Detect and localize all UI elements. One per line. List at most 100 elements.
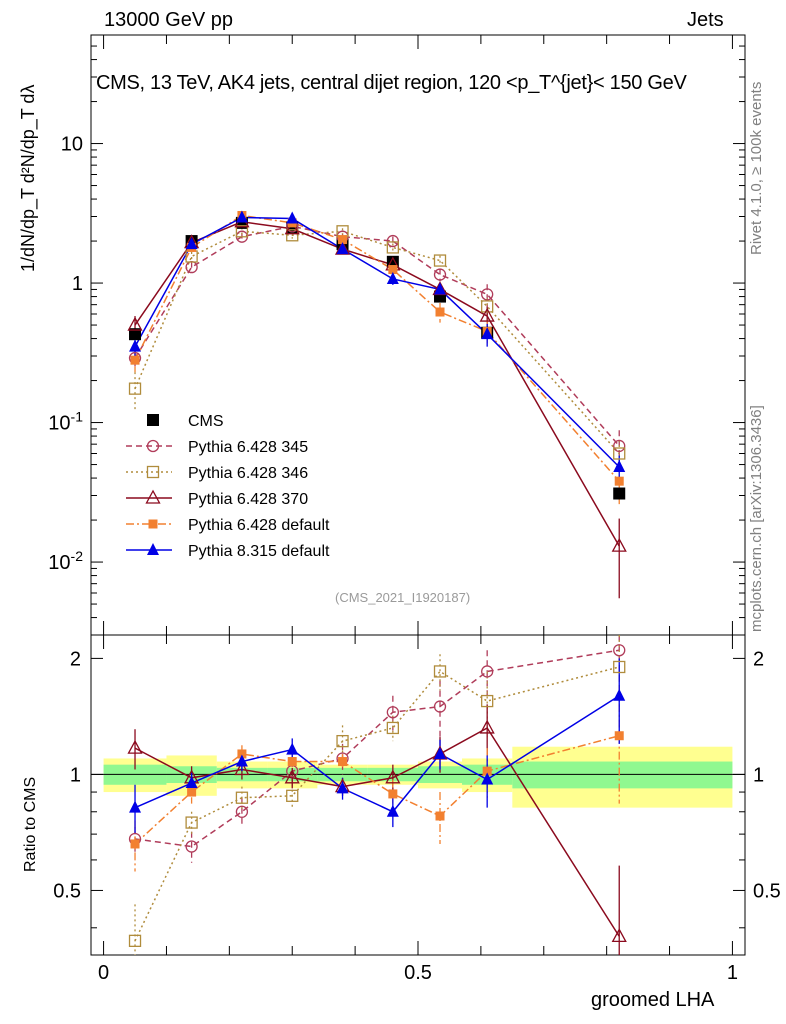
data-point-p345 xyxy=(613,439,626,453)
ratio-point-p345 xyxy=(481,665,494,678)
data-point-cms xyxy=(129,328,142,341)
ratio-point-p8def xyxy=(434,746,447,759)
ratio-point-p8def xyxy=(336,781,349,794)
data-point-p8def xyxy=(235,210,248,223)
ratio-point-p8def xyxy=(235,754,248,767)
ratio-point-p8def xyxy=(613,688,626,701)
ratio-point-p6def xyxy=(130,839,140,849)
plot-title: CMS, 13 TeV, AK4 jets, central dijet reg… xyxy=(96,72,687,94)
ratio-point-p6def xyxy=(287,757,297,767)
ratio-point-p346 xyxy=(481,694,494,708)
data-point-p346 xyxy=(128,382,142,395)
legend-label-p370: Pythia 6.428 370 xyxy=(188,491,308,508)
ratio-point-p8def xyxy=(286,742,299,755)
data-point-p345 xyxy=(386,234,399,248)
ratio-point-p346 xyxy=(386,721,399,735)
ratio-point-p370 xyxy=(611,928,627,943)
x-tick-label: 0.5 xyxy=(404,962,432,984)
mcplots-label: mcplots.cern.ch [arXiv:1306.3436] xyxy=(748,405,765,632)
legend-marker-p8def xyxy=(147,543,159,555)
data-point-p8def xyxy=(613,460,626,473)
legend-label-p346: Pythia 6.428 346 xyxy=(188,465,308,482)
category-label: Jets xyxy=(687,9,724,31)
data-point-p6def xyxy=(388,265,398,275)
legend-label-p8def: Pythia 8.315 default xyxy=(188,543,330,560)
main-y-axis-label: 1/dN/dp_T d²N/dp_T dλ xyxy=(18,84,38,272)
ratio-y-tick-label: 2 xyxy=(70,648,81,670)
data-point-p345 xyxy=(481,288,494,301)
data-point-p345 xyxy=(433,268,447,281)
ratio-point-p6def xyxy=(187,787,197,797)
y-tick-label: 10 xyxy=(61,134,83,156)
ratio-point-p6def xyxy=(237,749,247,759)
ratio-point-p345 xyxy=(235,805,249,818)
data-point-p8def xyxy=(434,282,447,295)
ratio-band-inner xyxy=(512,761,733,789)
data-point-p346 xyxy=(613,447,626,460)
ratio-point-p370 xyxy=(234,761,250,776)
ratio-point-p6def xyxy=(338,757,348,767)
data-point-p8def xyxy=(481,327,494,340)
data-point-p346 xyxy=(235,225,249,238)
ratio-point-p346 xyxy=(433,665,447,678)
data-point-p6def xyxy=(435,307,445,317)
data-point-p370 xyxy=(284,220,300,235)
ratio-point-p346 xyxy=(286,789,299,802)
ratio-point-p346 xyxy=(613,660,626,674)
ratio-point-p346 xyxy=(235,791,249,804)
ratio-point-p370 xyxy=(479,719,495,734)
ratio-y-tick-label: 1 xyxy=(753,764,764,786)
legend-label-cms: CMS xyxy=(188,413,224,430)
ratio-point-p370 xyxy=(284,769,300,784)
data-point-p346 xyxy=(433,254,447,267)
ratio-panel: 0 0.5 1 0.5 0.5 1 1 2 2 xyxy=(53,635,781,984)
x-tick-label: 1 xyxy=(727,962,738,984)
legend-marker-cms xyxy=(147,414,159,426)
ratio-y-axis-label: Ratio to CMS xyxy=(22,776,39,872)
data-point-p370 xyxy=(479,307,495,322)
ratio-point-p8def xyxy=(129,800,142,813)
data-point-p6def xyxy=(130,355,140,365)
ratio-point-p345 xyxy=(613,644,626,657)
data-point-p8def xyxy=(185,237,198,250)
x-tick-label: 0 xyxy=(98,962,109,984)
ratio-point-p345 xyxy=(185,840,198,853)
data-point-p8def xyxy=(129,339,142,352)
ratio-point-p6def xyxy=(614,731,624,741)
y-tick-label: 10-2 xyxy=(48,548,83,574)
legend-marker-p345 xyxy=(146,439,160,453)
y-tick-label: 1 xyxy=(72,273,83,295)
series-line-p345 xyxy=(134,225,620,447)
legend-label-p345: Pythia 6.428 345 xyxy=(188,439,308,456)
watermark: (CMS_2021_I1920187) xyxy=(335,590,471,605)
ratio-y-tick-label: 0.5 xyxy=(753,880,781,902)
ratio-y-tick-label: 0.5 xyxy=(53,880,81,902)
data-point-p6def xyxy=(338,235,348,245)
legend-label-p6def: Pythia 6.428 default xyxy=(188,517,330,534)
ratio-point-p346 xyxy=(128,934,142,947)
data-point-p8def xyxy=(336,242,349,255)
ratio-point-p370 xyxy=(127,739,143,754)
ratio-point-p6def xyxy=(435,811,445,821)
ratio-point-p8def xyxy=(481,772,494,785)
ratio-point-p6def xyxy=(482,766,492,776)
ratio-point-p370 xyxy=(385,769,401,784)
legend-marker-p346 xyxy=(146,465,160,479)
data-point-p346 xyxy=(286,229,299,242)
data-point-p8def xyxy=(386,271,399,284)
ratio-point-p345 xyxy=(433,700,447,713)
data-point-p8def xyxy=(286,211,299,224)
x-axis-label: groomed LHA xyxy=(591,989,715,1011)
ratio-point-p346 xyxy=(336,734,349,748)
y-tick-label: 10-1 xyxy=(48,409,83,435)
legend-marker-p6def xyxy=(148,519,158,529)
data-point-cms xyxy=(613,487,626,500)
data-point-p346 xyxy=(481,300,494,313)
ratio-y-tick-label: 1 xyxy=(70,764,81,786)
data-point-p370 xyxy=(611,537,627,552)
legend: CMS Pythia 6.428 345 Pythia 6.428 346 Pythi… xyxy=(126,413,330,560)
ratio-point-p8def xyxy=(185,776,198,789)
legend-marker-p370 xyxy=(145,489,161,504)
ratio-point-p6def xyxy=(388,789,398,799)
